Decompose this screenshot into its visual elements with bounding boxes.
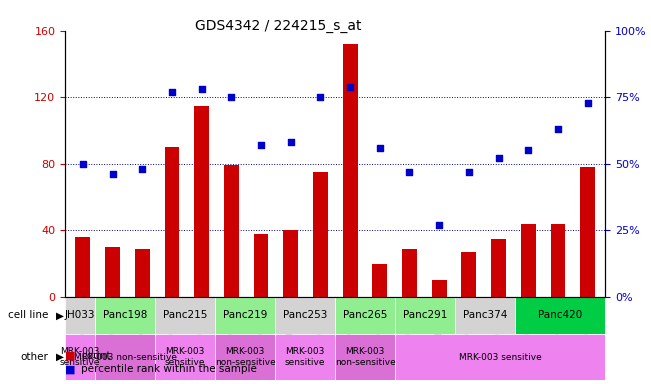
Text: Panc265: Panc265 <box>343 310 387 320</box>
Bar <box>462 252 477 297</box>
Point <box>553 126 563 132</box>
FancyBboxPatch shape <box>65 297 95 334</box>
Point <box>315 94 326 100</box>
Text: MRK-003
non-sensitive: MRK-003 non-sensitive <box>215 348 275 367</box>
FancyBboxPatch shape <box>65 334 95 380</box>
Bar <box>135 248 150 297</box>
Point <box>286 139 296 146</box>
Bar <box>105 247 120 297</box>
Bar <box>194 106 209 297</box>
Point <box>493 156 504 162</box>
Bar <box>76 237 90 297</box>
Text: percentile rank within the sample: percentile rank within the sample <box>81 364 257 374</box>
Text: Panc291: Panc291 <box>403 310 447 320</box>
Bar <box>254 233 268 297</box>
Text: JH033: JH033 <box>65 310 95 320</box>
Point <box>583 99 593 106</box>
Point <box>404 169 415 175</box>
FancyBboxPatch shape <box>95 297 155 334</box>
Point <box>226 94 236 100</box>
Bar <box>521 223 536 297</box>
Text: MRK-003
sensitive: MRK-003 sensitive <box>285 348 326 367</box>
FancyBboxPatch shape <box>155 334 215 380</box>
Bar <box>224 166 239 297</box>
Point <box>77 161 88 167</box>
Text: ▶: ▶ <box>55 352 64 362</box>
Text: ■: ■ <box>65 364 76 374</box>
Point <box>107 171 118 177</box>
Point <box>374 145 385 151</box>
Text: Panc219: Panc219 <box>223 310 268 320</box>
Point <box>464 169 474 175</box>
FancyBboxPatch shape <box>335 334 395 380</box>
Point <box>197 86 207 92</box>
Text: MRK-003 sensitive: MRK-003 sensitive <box>459 353 542 362</box>
FancyBboxPatch shape <box>95 334 155 380</box>
Text: GDS4342 / 224215_s_at: GDS4342 / 224215_s_at <box>195 19 362 33</box>
Text: Panc420: Panc420 <box>538 310 583 320</box>
Text: Panc198: Panc198 <box>103 310 147 320</box>
Point <box>256 142 266 148</box>
Text: Panc374: Panc374 <box>463 310 508 320</box>
Text: MRK-003 non-sensitive: MRK-003 non-sensitive <box>74 353 176 362</box>
FancyBboxPatch shape <box>215 334 275 380</box>
Point <box>434 222 445 228</box>
Text: Panc215: Panc215 <box>163 310 208 320</box>
Bar <box>313 172 328 297</box>
FancyBboxPatch shape <box>395 297 455 334</box>
Text: count: count <box>81 351 111 361</box>
Bar <box>491 238 506 297</box>
Text: ■: ■ <box>65 351 76 361</box>
Bar <box>402 248 417 297</box>
Text: MRK-003
sensitive: MRK-003 sensitive <box>165 348 206 367</box>
Bar <box>372 263 387 297</box>
Text: other: other <box>21 352 49 362</box>
FancyBboxPatch shape <box>395 334 605 380</box>
Bar <box>165 147 180 297</box>
Text: cell line: cell line <box>8 310 49 320</box>
FancyBboxPatch shape <box>275 297 335 334</box>
Text: MRK-003
sensitive: MRK-003 sensitive <box>60 348 100 367</box>
FancyBboxPatch shape <box>455 297 516 334</box>
Bar <box>551 223 565 297</box>
Text: ▶: ▶ <box>55 310 64 320</box>
FancyBboxPatch shape <box>155 297 215 334</box>
Point <box>137 166 148 172</box>
Text: Panc253: Panc253 <box>283 310 327 320</box>
Bar <box>342 44 357 297</box>
FancyBboxPatch shape <box>516 297 605 334</box>
Bar <box>432 280 447 297</box>
FancyBboxPatch shape <box>335 297 395 334</box>
Text: MRK-003
non-sensitive: MRK-003 non-sensitive <box>335 348 396 367</box>
FancyBboxPatch shape <box>275 334 335 380</box>
Bar <box>283 230 298 297</box>
Bar <box>580 167 595 297</box>
Point <box>167 89 177 95</box>
Point <box>523 147 533 154</box>
Point <box>345 84 355 90</box>
FancyBboxPatch shape <box>215 297 275 334</box>
